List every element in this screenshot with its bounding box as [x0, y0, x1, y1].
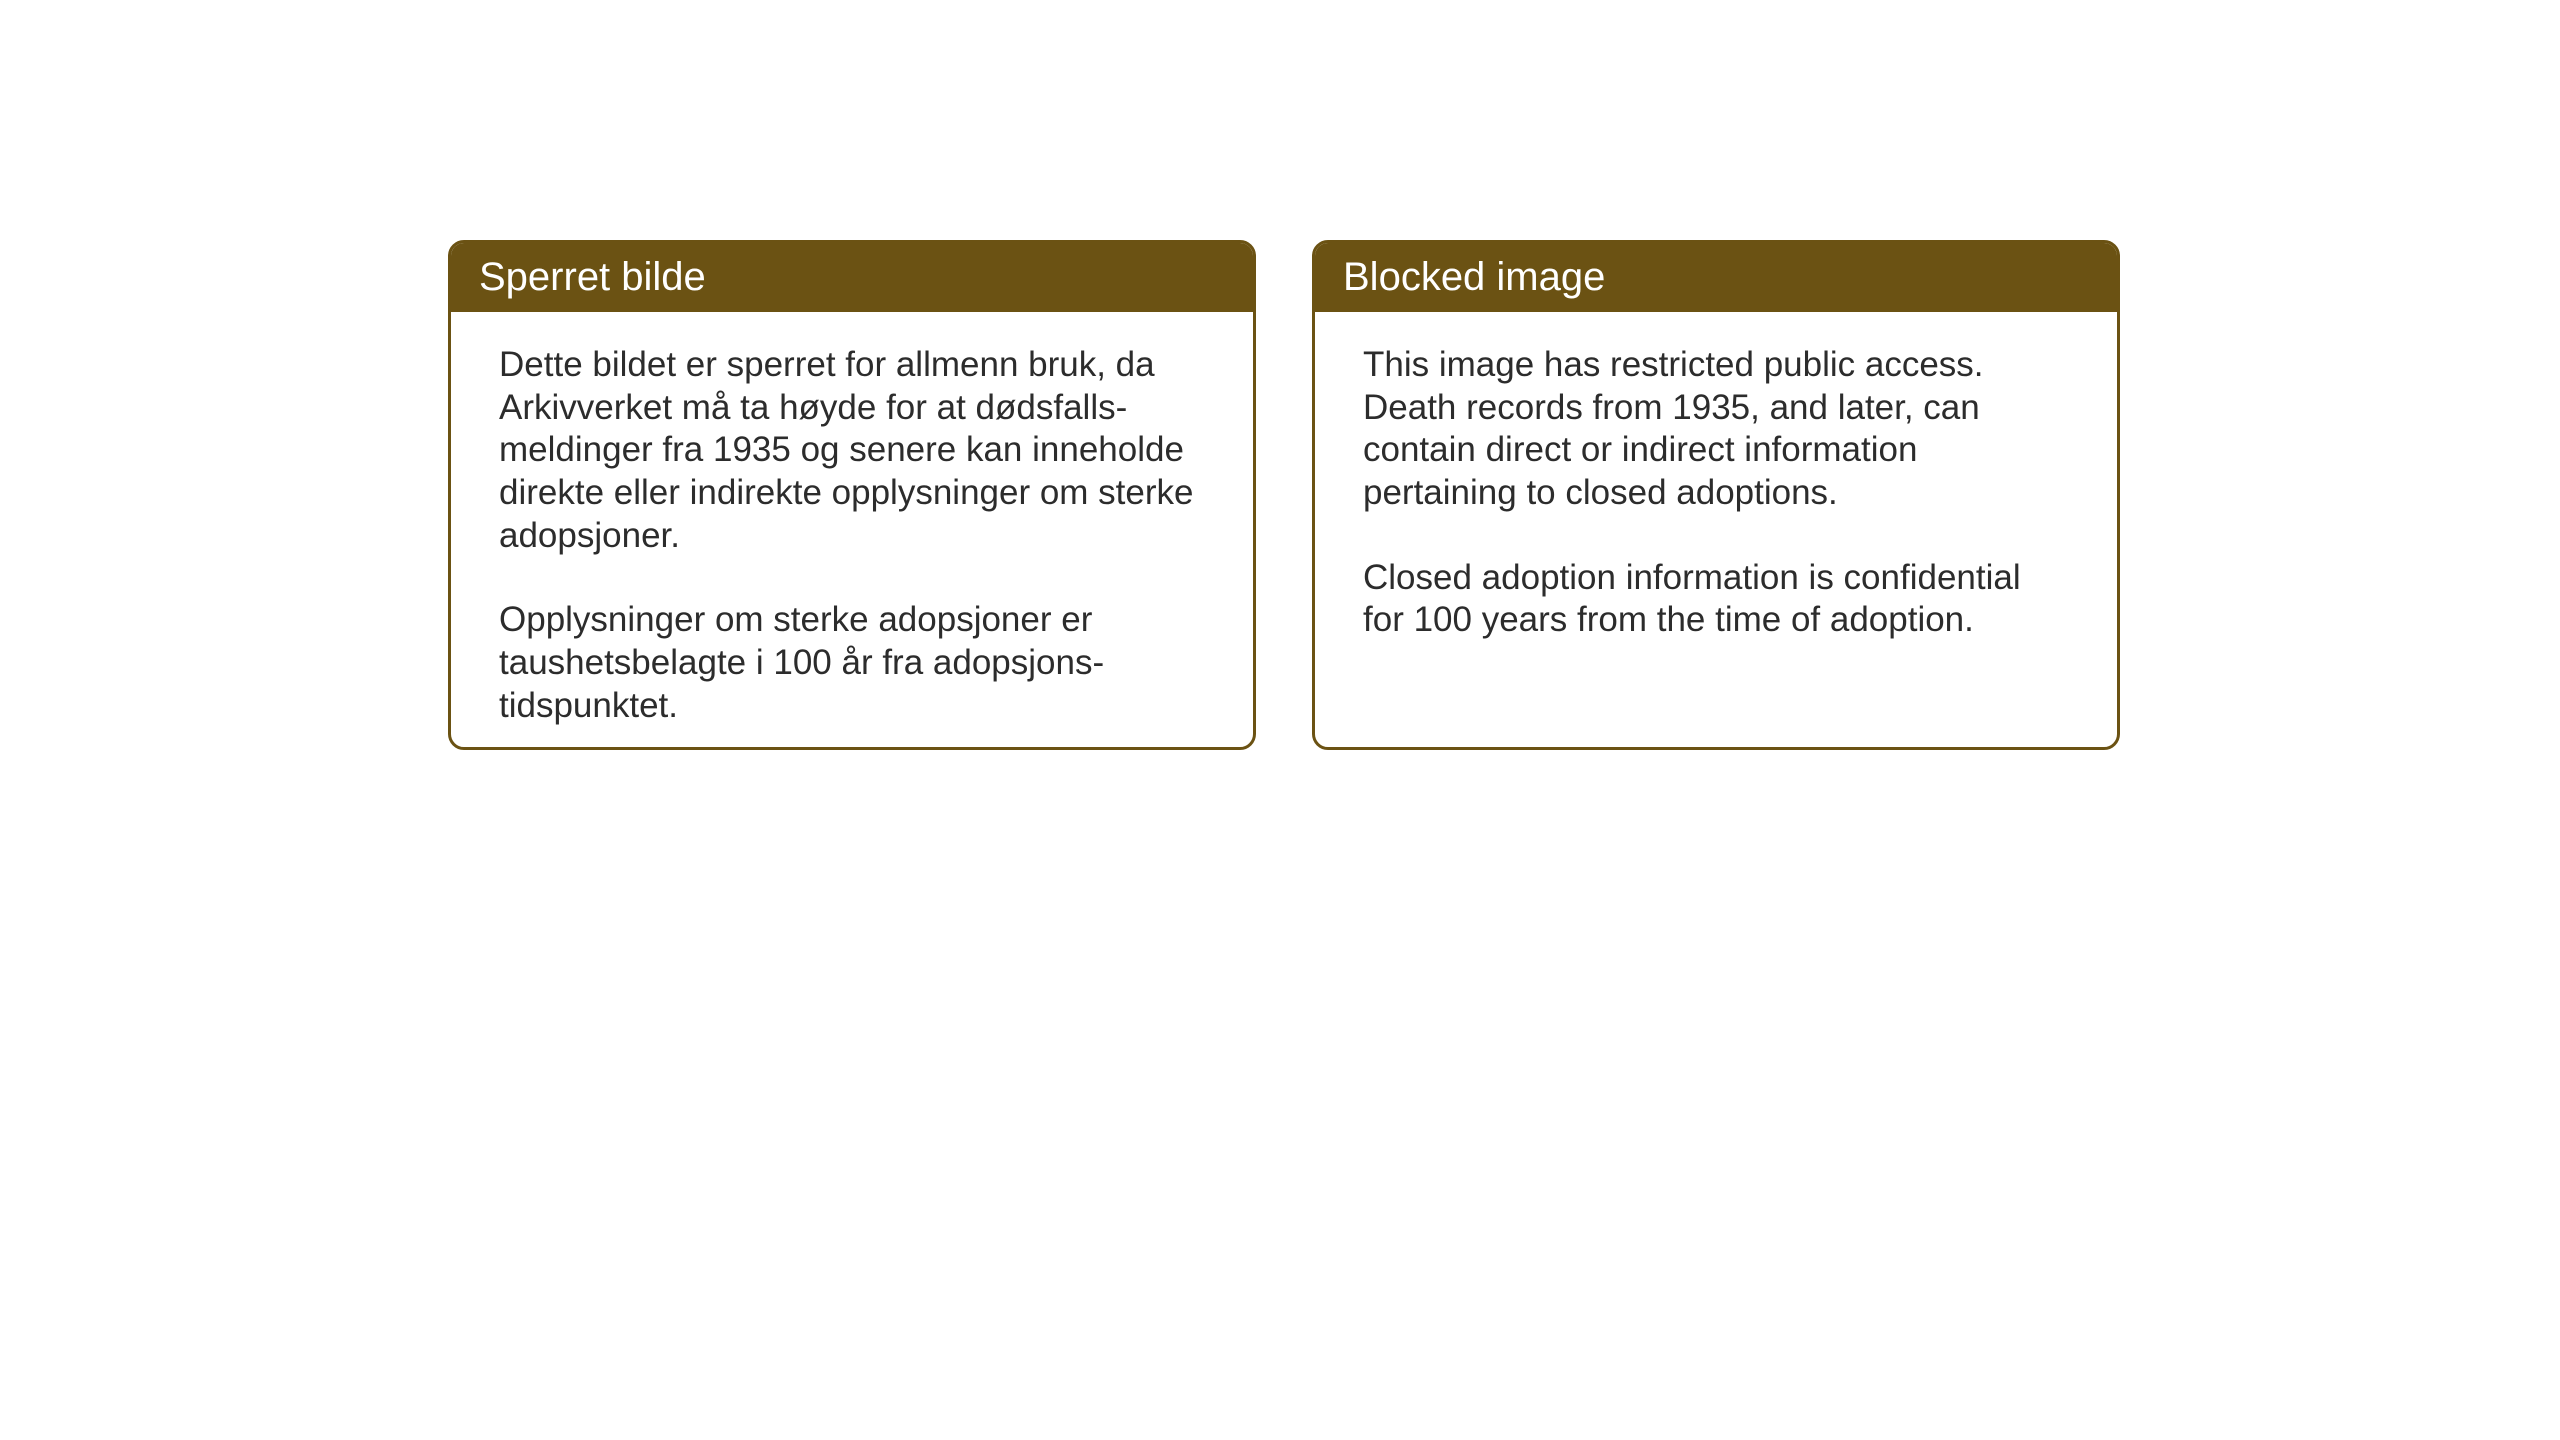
card-norwegian-title: Sperret bilde — [479, 255, 706, 299]
card-english-paragraph1: This image has restricted public access.… — [1363, 344, 2069, 515]
card-english-header: Blocked image — [1315, 243, 2117, 312]
card-english-title: Blocked image — [1343, 255, 1605, 299]
card-norwegian-paragraph2: Opplysninger om sterke adopsjoner er tau… — [499, 599, 1205, 727]
card-norwegian-body: Dette bildet er sperret for allmenn bruk… — [451, 312, 1253, 750]
card-norwegian-paragraph1: Dette bildet er sperret for allmenn bruk… — [499, 344, 1205, 557]
card-english-paragraph2: Closed adoption information is confident… — [1363, 557, 2069, 642]
card-norwegian-header: Sperret bilde — [451, 243, 1253, 312]
card-english: Blocked image This image has restricted … — [1312, 240, 2120, 750]
card-english-body: This image has restricted public access.… — [1315, 312, 2117, 682]
cards-container: Sperret bilde Dette bildet er sperret fo… — [448, 240, 2120, 750]
card-norwegian: Sperret bilde Dette bildet er sperret fo… — [448, 240, 1256, 750]
